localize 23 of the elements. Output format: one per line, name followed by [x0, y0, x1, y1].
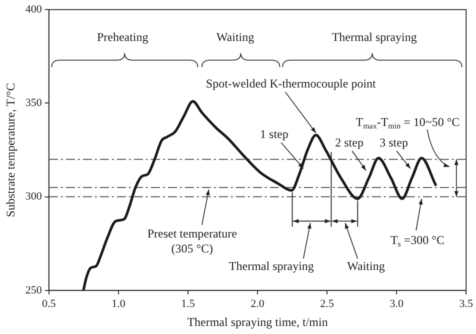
x-tick-label: 0.5: [42, 298, 56, 310]
y-tick-label: 350: [25, 97, 42, 110]
annotation: Waiting: [347, 259, 385, 274]
x-tick-label: 2.5: [320, 298, 334, 310]
y-axis-title: Substrate temperature, T/°C: [3, 82, 18, 218]
annotation: Spot-welded K-thermocouple point: [206, 76, 377, 91]
annotation: Thermal spraying: [228, 259, 314, 274]
x-tick-label: 1.5: [181, 298, 196, 310]
y-tick-label: 300: [25, 190, 42, 203]
annotation: Preset temperature (305 °C): [147, 226, 237, 256]
y-tick-label: 400: [25, 3, 42, 16]
annotation: Waiting: [216, 30, 254, 44]
x-tick-label: 2.0: [250, 298, 265, 310]
annotation: 2 step: [335, 136, 364, 150]
annotation: Preheating: [96, 30, 148, 44]
x-axis-title: Thermal spraying time, t/min: [187, 314, 328, 329]
y-tick-label: 250: [25, 284, 42, 296]
annotation: 1 step: [260, 127, 288, 142]
x-tick-label: 3.0: [390, 298, 404, 310]
x-tick-label: 1.0: [112, 298, 126, 310]
x-tick-label: 3.5: [459, 298, 474, 310]
annotation: 3 step: [380, 136, 408, 150]
annotation: Thermal spraying: [332, 30, 417, 44]
